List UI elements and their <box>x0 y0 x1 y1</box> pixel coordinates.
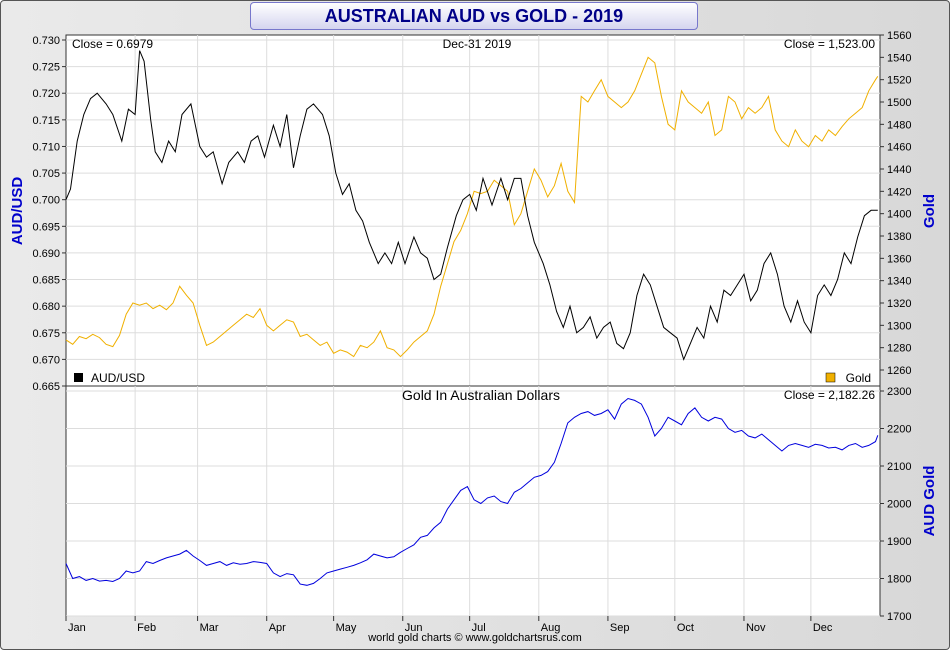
bottom-series <box>65 397 879 586</box>
legend-aud-label: AUD/USD <box>91 371 145 385</box>
y-left-tick-label: 0.685 <box>32 275 60 287</box>
x-tick-label: Apr <box>269 622 286 634</box>
y-left-tick-label: 0.725 <box>32 62 60 74</box>
bottom-ylabel-right: AUD Gold <box>921 466 938 537</box>
y-left-tick-label: 0.675 <box>32 328 60 340</box>
gold-series-line <box>65 56 879 358</box>
bottom-y-tick-label: 2100 <box>887 461 911 473</box>
y-left-tick-label: 0.690 <box>32 248 60 260</box>
y-right-tick-label: 1320 <box>887 298 911 310</box>
chart-title: AUSTRALIAN AUD vs GOLD - 2019 <box>250 2 698 30</box>
top-header-left: Close = 0.6979 <box>72 37 153 51</box>
aud-series-line <box>65 50 878 361</box>
y-right-tick-label: 1460 <box>887 142 911 154</box>
y-right-tick-label: 1260 <box>887 365 911 377</box>
top-header-center: Dec-31 2019 <box>443 37 512 51</box>
bottom-y-tick-label: 2200 <box>887 424 911 436</box>
bottom-y-tick-label: 2300 <box>887 386 911 398</box>
y-right-tick-label: 1500 <box>887 97 911 109</box>
y-left-tick-label: 0.670 <box>32 354 60 366</box>
y-right-tick-label: 1420 <box>887 186 911 198</box>
y-left-tick-label: 0.695 <box>32 221 60 233</box>
legend-gold-label: Gold <box>846 371 871 385</box>
legend-gold-swatch <box>825 372 836 383</box>
y-right-tick-label: 1480 <box>887 119 911 131</box>
bottom-y-tick-label: 1700 <box>887 611 911 623</box>
top-left-axis: 0.665 0.670 0.675 0.680 0.685 0.690 0.695 0.700… <box>32 35 66 393</box>
x-tick-label: Oct <box>677 622 694 634</box>
y-left-tick-label: 0.680 <box>32 301 60 313</box>
x-tick-label: Sep <box>610 622 630 634</box>
legend-aud-swatch <box>74 373 83 382</box>
y-left-tick-label: 0.705 <box>32 168 60 180</box>
bottom-title: Gold In Australian Dollars <box>402 387 560 403</box>
y-right-tick-label: 1280 <box>887 343 911 355</box>
y-right-tick-label: 1400 <box>887 209 911 221</box>
y-right-tick-label: 1560 <box>887 30 911 42</box>
bottom-plot-area <box>65 385 881 617</box>
top-right-axis: 1260 1280 1300 1320 1340 1360 1380 1400 1420 1440… <box>880 30 911 377</box>
x-axis: Jan Feb Mar Apr May Jun Jul Aug Sep Oct Nov Dec <box>65 616 833 634</box>
y-right-tick-label: 1300 <box>887 320 911 332</box>
y-left-tick-label: 0.710 <box>32 141 60 153</box>
y-right-tick-label: 1340 <box>887 276 911 288</box>
x-tick-label: Jul <box>472 622 486 634</box>
x-tick-label: Nov <box>746 622 766 634</box>
top-plot-area <box>65 34 881 387</box>
y-left-tick-label: 0.665 <box>32 381 60 393</box>
y-left-tick-label: 0.700 <box>32 195 60 207</box>
x-tick-label: May <box>336 622 357 634</box>
x-tick-label: Feb <box>137 622 156 634</box>
y-left-tick-label: 0.720 <box>32 88 60 100</box>
y-right-tick-label: 1380 <box>887 231 911 243</box>
top-header-right: Close = 1,523.00 <box>784 37 875 51</box>
top-ylabel-left: AUD/USD <box>9 177 26 246</box>
y-left-tick-label: 0.730 <box>32 35 60 47</box>
bottom-y-tick-label: 1900 <box>887 536 911 548</box>
y-right-tick-label: 1440 <box>887 164 911 176</box>
x-tick-label: Jan <box>68 622 86 634</box>
x-tick-label: Jun <box>405 622 423 634</box>
bottom-y-tick-label: 1800 <box>887 574 911 586</box>
bottom-y-tick-label: 2000 <box>887 499 911 511</box>
aud-gold-series-line <box>65 397 879 586</box>
y-right-tick-label: 1520 <box>887 75 911 87</box>
y-left-tick-label: 0.715 <box>32 115 60 127</box>
footer-credit: world gold charts © www.goldchartsrus.co… <box>368 632 582 644</box>
x-tick-label: Aug <box>541 622 561 634</box>
y-right-tick-label: 1360 <box>887 253 911 265</box>
bottom-right-axis: 1700 1800 1900 2000 2100 2200 2300 <box>880 386 911 623</box>
bottom-header-right: Close = 2,182.26 <box>784 388 875 402</box>
x-tick-label: Mar <box>200 622 219 634</box>
y-right-tick-label: 1540 <box>887 52 911 64</box>
top-series <box>65 50 879 361</box>
top-ylabel-right: Gold <box>921 194 938 228</box>
x-tick-label: Dec <box>813 622 833 634</box>
